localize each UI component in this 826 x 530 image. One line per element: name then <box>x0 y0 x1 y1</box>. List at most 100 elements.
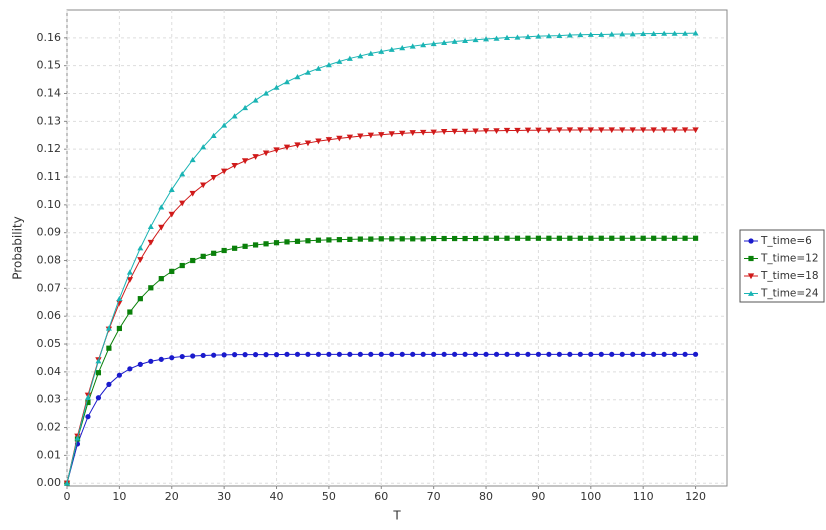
point <box>346 134 354 141</box>
point <box>556 235 562 241</box>
x-tick-label: 50 <box>322 490 336 503</box>
point <box>221 247 227 254</box>
point <box>347 236 353 242</box>
point <box>116 295 123 302</box>
point <box>211 352 217 358</box>
point <box>545 127 553 134</box>
point <box>525 351 531 357</box>
point <box>504 351 510 357</box>
point <box>106 381 112 387</box>
point <box>640 30 647 37</box>
point <box>399 130 406 137</box>
point <box>651 235 657 241</box>
point <box>619 351 625 357</box>
point <box>252 242 259 248</box>
point <box>430 129 437 136</box>
point <box>630 351 636 357</box>
point <box>158 276 164 282</box>
point <box>461 128 469 135</box>
y-tick-label: 0.03 <box>37 393 62 406</box>
point <box>452 235 458 242</box>
point <box>650 127 657 134</box>
y-tick-label: 0.08 <box>37 254 62 267</box>
point <box>210 132 217 138</box>
point <box>410 236 416 242</box>
point <box>535 351 542 357</box>
point <box>577 235 583 241</box>
point <box>284 239 290 245</box>
point <box>430 40 437 47</box>
point <box>747 273 755 280</box>
point <box>504 235 510 241</box>
point <box>639 127 647 134</box>
point <box>294 351 301 357</box>
point <box>199 182 207 189</box>
point <box>545 33 552 39</box>
point <box>598 351 604 357</box>
point <box>524 127 532 134</box>
point <box>609 351 615 357</box>
point <box>483 351 489 357</box>
point <box>692 235 699 241</box>
y-tick-label: 0.05 <box>37 337 62 350</box>
point <box>189 190 196 197</box>
point <box>640 235 646 241</box>
point <box>514 34 521 40</box>
point <box>241 158 249 165</box>
point <box>682 30 689 36</box>
x-axis-label: T <box>392 509 401 523</box>
point <box>566 32 573 38</box>
legend-label: T_time=18 <box>760 270 819 282</box>
point <box>472 36 479 43</box>
point <box>231 113 238 119</box>
point <box>179 262 185 269</box>
point <box>74 435 81 441</box>
point <box>305 238 311 244</box>
point <box>179 171 186 177</box>
point <box>692 127 699 134</box>
point <box>524 33 531 40</box>
point <box>127 309 133 315</box>
point <box>137 361 143 367</box>
point <box>127 366 133 372</box>
point <box>420 41 427 48</box>
point <box>315 237 322 243</box>
point <box>148 285 154 291</box>
point <box>294 74 301 80</box>
point <box>451 38 458 44</box>
x-tick-label: 70 <box>427 490 441 503</box>
point <box>305 351 311 357</box>
point <box>315 351 322 357</box>
y-tick-label: 0.01 <box>37 448 62 461</box>
point <box>681 127 689 134</box>
y-tick-label: 0.07 <box>37 281 62 294</box>
point <box>211 250 217 256</box>
point <box>378 132 385 138</box>
point <box>357 53 364 59</box>
point <box>472 235 479 242</box>
point <box>493 35 500 41</box>
point <box>368 236 374 242</box>
point <box>158 356 164 362</box>
point <box>147 239 155 246</box>
point <box>420 351 426 357</box>
point <box>598 235 604 241</box>
point <box>661 351 667 357</box>
point <box>748 290 754 296</box>
point <box>200 352 206 359</box>
point <box>336 58 343 64</box>
point <box>179 353 185 360</box>
point <box>137 296 143 302</box>
point <box>588 235 594 241</box>
y-tick-label: 0.11 <box>37 170 62 183</box>
point <box>95 358 102 364</box>
point <box>577 127 584 134</box>
y-tick-label: 0.02 <box>37 421 62 434</box>
point <box>608 31 615 37</box>
point <box>64 480 70 486</box>
point <box>619 127 626 134</box>
point <box>389 236 395 242</box>
point <box>472 128 479 135</box>
point <box>629 127 636 134</box>
x-tick-label: 80 <box>479 490 493 503</box>
